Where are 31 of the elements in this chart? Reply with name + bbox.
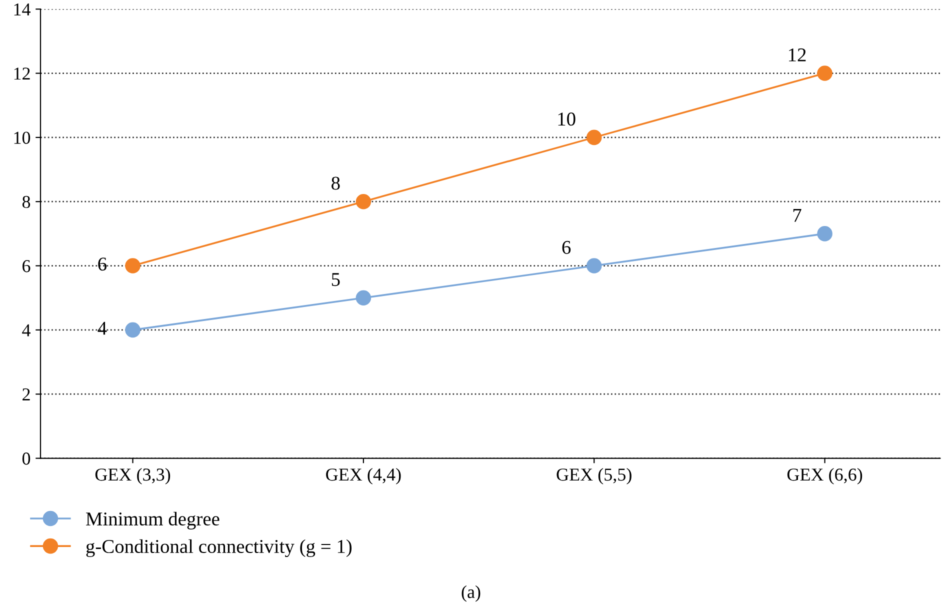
point (817, 226, 832, 242)
data-label: 7 (793, 208, 802, 222)
point (586, 258, 602, 274)
data-label: 5 (332, 273, 340, 286)
point (586, 130, 602, 146)
y-tick-label: 0 (22, 452, 30, 465)
point (817, 66, 832, 81)
data-label: 8 (332, 176, 340, 190)
data-label: 10 (558, 112, 576, 126)
point (356, 194, 372, 210)
x-tick-label: GEX (5,5) (556, 468, 632, 484)
data-label: 6 (562, 240, 571, 254)
y-tick-label: 2 (22, 388, 30, 400)
y-tick-label: 10 (14, 132, 30, 144)
data-label: 4 (98, 322, 107, 335)
x-tick-label: GEX (4,4) (326, 468, 401, 484)
x-tick-label: GEX (3,3) (95, 468, 170, 484)
point (356, 290, 372, 306)
legend-label: Minimum degree (86, 512, 220, 530)
y-tick-label: 4 (22, 324, 30, 336)
data-label: 6 (98, 258, 106, 271)
text: (a) (462, 585, 480, 602)
point (125, 322, 140, 338)
data-label: 12 (788, 48, 806, 62)
point (125, 258, 140, 274)
y-tick-label: 12 (14, 68, 30, 80)
y-tick-label: 14 (14, 3, 30, 16)
y-tick-label: 6 (22, 260, 30, 272)
y-tick-label: 8 (22, 196, 30, 208)
x-tick-label: GEX (6,6) (787, 468, 862, 484)
legend-label: g-Conditional connectivity (g = 1) (86, 539, 352, 558)
